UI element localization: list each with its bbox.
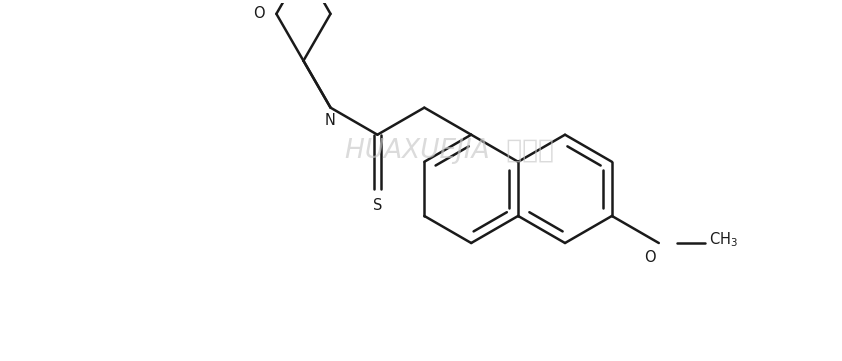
Text: HUAXUEJIA  化学加: HUAXUEJIA 化学加 (345, 139, 554, 165)
Text: CH$_3$: CH$_3$ (709, 231, 738, 249)
Text: O: O (644, 250, 656, 265)
Text: O: O (253, 6, 264, 21)
Text: N: N (325, 113, 336, 127)
Text: S: S (373, 198, 382, 213)
